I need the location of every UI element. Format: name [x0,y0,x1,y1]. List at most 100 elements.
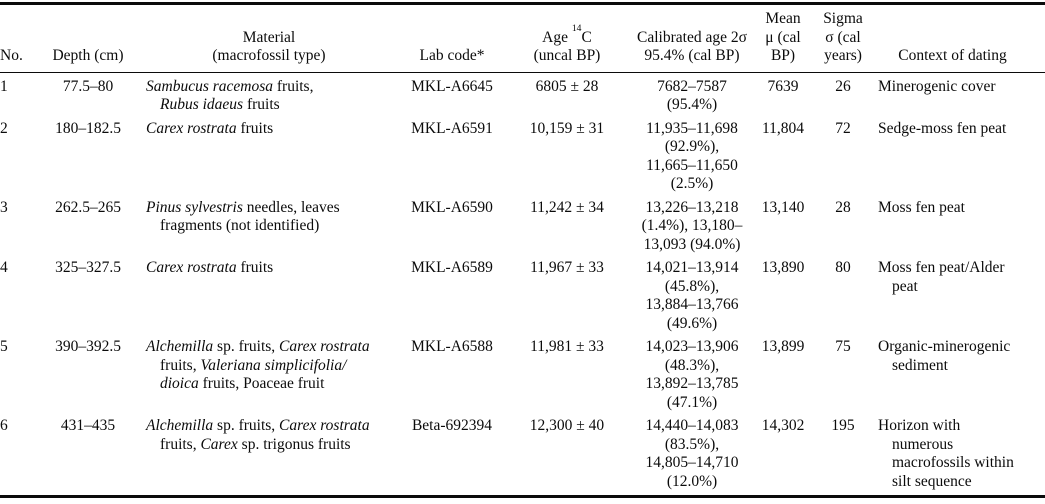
cell-mean: 13,890 [761,259,805,276]
cell-age-14c: 11,242 ± 34 [530,198,604,216]
cell-lab-code: MKL-A6589 [411,259,493,276]
text-line: Carex rostrata fruits [146,259,274,276]
text-line: silt sequence [892,472,972,490]
table-top-rule [0,2,1045,5]
cell-lab-code: MKL-A6590 [411,198,493,216]
text-line: (49.6%) [666,314,718,332]
cell-context: Moss fen peat/Alder peat [872,259,1045,296]
text-line: (macrofossil type) [212,47,326,64]
table-row: 6 431–435 Alchemilla sp. fruits, Carex r… [0,412,1045,491]
text-line: peat [892,277,918,295]
cell-age-14c: 10,159 ± 31 [529,119,605,137]
cell-material: Carex rostrata fruits [136,120,402,139]
header-context: Context of dating [898,47,1007,64]
text-line: (47.1%) [666,393,718,411]
cell-material: Alchemilla sp. fruits, Carex rostrata fru… [136,338,402,394]
text-line: 14,440–14,083 [645,417,739,434]
cell-context: Organic-minerogenic sediment [872,338,1045,375]
text-line: 14,805–14,710 [645,454,739,471]
text-line: Minerogenic cover [878,77,996,95]
text-line: μ (cal [765,28,801,46]
header-sigma: Sigma σ (cal years) [814,10,872,66]
cell-depth: 262.5–265 [55,198,121,216]
cell-depth: 77.5–80 [62,77,114,95]
text-line: (92.9%), [664,138,720,155]
table-row: 2 180–182.5 Carex rostrata fruits MKL-A6… [0,115,1045,194]
cell-context: Horizon with numerous macrofossils within s… [872,417,1045,491]
text-line: Alchemilla sp. fruits, Carex rostrata [146,338,370,355]
cell-age-14c: 11,981 ± 33 [530,338,604,355]
header-material: Material (macrofossil type) [136,29,402,66]
cell-mean: 13,140 [761,198,805,216]
cell-age-14c: 12,300 ± 40 [529,417,605,434]
cell-lab-code: MKL-A6645 [411,77,493,95]
cell-depth: 180–182.5 [55,119,121,137]
text-line: 13,226–13,218 [645,198,739,216]
table-row: 1 77.5–80 Sambucus racemosa fruits, Rubus… [0,73,1045,115]
text-line: 7682–7587 [657,77,727,95]
cell-no: 2 [0,119,8,137]
text-line: 13,892–13,785 [645,375,739,392]
cell-lab-code: MKL-A6588 [411,338,493,355]
cell-context: Moss fen peat [872,199,1045,218]
text-line: 13,093 (94.0%) [643,235,741,253]
cell-calibrated-age: 14,021–13,914 (45.8%), 13,884–13,766 (49.6%… [632,259,752,333]
cell-sigma: 28 [835,198,851,216]
header-depth: Depth (cm) [52,47,124,64]
text-line: Organic-minerogenic [878,338,1011,355]
text-line: Calibrated age 2σ [637,28,747,46]
table-bottom-rule [0,495,1045,498]
text-line: BP) [770,47,796,64]
header-age-14c: Age 14C (uncal BP) [502,23,632,66]
cell-material: Sambucus racemosa fruits, Rubus idaeus fr… [136,78,402,115]
text-line: 13,884–13,766 [645,296,739,313]
header-no: No. [0,47,23,64]
text-line: Age 14C [542,23,592,46]
cell-calibrated-age: 14,440–14,083 (83.5%), 14,805–14,710 (12.0%… [632,417,752,491]
table-header-rule [0,71,1045,73]
text-line: (48.3%), [664,356,720,374]
text-line: Alchemilla sp. fruits, Carex rostrata [146,417,370,434]
table-header-row: No. Depth (cm) Material (macrofossil type… [0,5,1045,72]
cell-mean: 13,899 [761,338,805,355]
cell-sigma: 75 [835,338,851,355]
cell-age-14c: 6805 ± 28 [535,77,599,95]
text-line: Material [242,28,296,46]
text-line: macrofossils within [892,454,1014,471]
text-line: (45.8%), [664,277,720,295]
text-line: Horizon with [878,417,961,434]
text-line: Pinus sylvestris needles, leaves [146,198,340,216]
text-line: σ (cal [825,28,861,46]
cell-no: 1 [0,77,8,95]
text-line: 11,935–11,698 [646,119,738,137]
cell-calibrated-age: 14,023–13,906 (48.3%), 13,892–13,785 (47.1%… [632,338,752,412]
header-calibrated-age: Calibrated age 2σ 95.4% (cal BP) [632,29,752,66]
text-line: numerous [892,435,954,453]
cell-no: 5 [0,338,8,355]
text-line: fruits, Valeriana simplicifolia/ [160,356,347,374]
header-mean: Mean μ (cal BP) [752,10,814,66]
text-line: 14,021–13,914 [645,259,739,276]
cell-mean: 14,302 [761,417,805,434]
text-line: Sedge-moss fen peat [878,119,1007,137]
text-line: 14,023–13,906 [645,338,739,355]
cell-depth: 325–327.5 [55,259,121,276]
text-line: Rubus idaeus fruits [160,96,280,113]
cell-no: 3 [0,198,8,216]
text-line: Moss fen peat [878,198,965,216]
text-line: fruits, Carex sp. trigonus fruits [160,435,351,453]
cell-lab-code: MKL-A6591 [411,119,493,137]
text-line: (1.4%), 13,180– [641,217,743,234]
cell-calibrated-age: 13,226–13,218 (1.4%), 13,180– 13,093 (94.0… [632,199,752,255]
cell-lab-code: Beta-692394 [411,417,493,434]
cell-context: Minerogenic cover [872,78,1045,97]
text-line: sediment [892,356,948,374]
text-line: 95.4% (cal BP) [644,47,740,64]
cell-sigma: 195 [831,417,855,434]
text-line: 11,665–11,650 [646,156,738,174]
text-line: Mean [765,10,801,27]
cell-calibrated-age: 7682–7587 (95.4%) [632,78,752,115]
cell-sigma: 26 [835,77,851,95]
cell-material: Pinus sylvestris needles, leaves fragment… [136,199,402,236]
table-row: 5 390–392.5 Alchemilla sp. fruits, Carex… [0,333,1045,412]
